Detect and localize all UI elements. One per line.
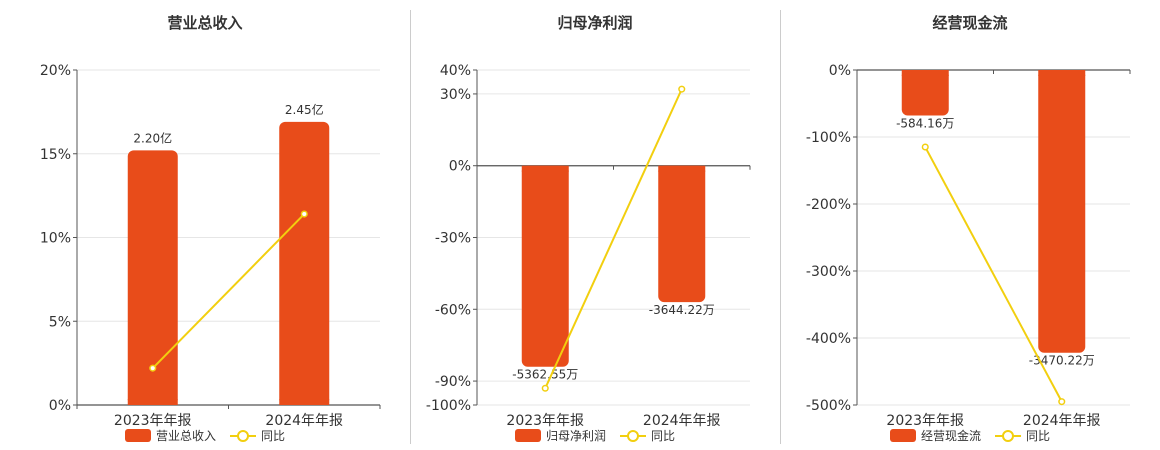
chart-svg: 0% -100% -200% -300% -400% -500% 2023年年报 2024年年…	[806, 63, 1131, 429]
bar-base	[279, 399, 330, 405]
panel-divider	[410, 10, 411, 444]
y-tick-label: -100%	[426, 398, 471, 414]
y-tick-label: 0%	[49, 398, 71, 414]
chart-legend: 归母净利润 同比	[410, 427, 780, 444]
y-tick-label: -30%	[435, 231, 471, 247]
yoy-line	[544, 88, 683, 389]
y-tick-label: -400%	[806, 331, 851, 347]
legend-bar-swatch	[514, 429, 541, 442]
chart-panel-net-profit: 归母净利润 40% 30% 0% -30% -60% -90% -100% 2023年年报 20…	[410, 0, 780, 450]
yoy-point	[921, 143, 929, 151]
yoy-point	[541, 384, 549, 392]
y-tick-label: -100%	[806, 130, 851, 146]
bar	[127, 150, 178, 405]
x-tick-label: 2023年年报	[886, 413, 964, 429]
legend-line-label: 同比	[1026, 429, 1051, 443]
x-tick-label: 2023年年报	[506, 413, 584, 429]
chart-svg: 40% 30% 0% -30% -60% -90% -100% 2023年年报 2024年年报 -…	[426, 63, 751, 429]
y-tick-label: 5%	[49, 314, 71, 330]
x-tick-label: 2024年年报	[643, 413, 721, 429]
yoy-point	[300, 210, 308, 218]
yoy-point	[149, 364, 157, 372]
legend-line-swatch	[995, 429, 1021, 442]
chart-panel-revenue: 营业总收入 0% 5% 10% 15% 20% 2023年年报 2024年年报 2.20亿 2.…	[0, 0, 410, 450]
bar-base	[901, 70, 949, 76]
chart-legend: 经营现金流 同比	[780, 427, 1160, 444]
yoy-line	[924, 146, 1063, 403]
bar	[901, 70, 949, 116]
chart-panel-cash-flow: 经营现金流 0% -100% -200% -300% -400% -500% 2023年年报…	[780, 0, 1160, 450]
chart-legend: 营业总收入 同比	[0, 427, 410, 444]
chart-title: 经营现金流	[932, 14, 1008, 32]
yoy-point	[678, 85, 686, 93]
legend-bar-swatch	[889, 429, 916, 442]
bar-data-label: -3470.22万	[1029, 354, 1095, 368]
y-tick-label: 40%	[440, 63, 471, 79]
bar-base	[521, 165, 569, 172]
bar	[279, 121, 330, 406]
y-tick-label: 10%	[40, 231, 71, 247]
bar-data-label: -584.16万	[896, 117, 954, 131]
yoy-point	[1058, 398, 1066, 406]
legend-bar-label: 经营现金流	[920, 429, 981, 443]
bar-data-label: -3644.22万	[649, 303, 715, 317]
bar-data-label: 2.20亿	[133, 130, 172, 145]
y-tick-label: -90%	[435, 374, 471, 390]
chart-svg: 0% 5% 10% 15% 20% 2023年年报 2024年年报 2.20亿 2.45亿	[40, 63, 381, 429]
x-tick-label: 2023年年报	[114, 413, 192, 429]
bar	[521, 165, 569, 367]
legend-bar-label: 归母净利润	[545, 429, 606, 443]
bar-data-label: -5362.55万	[512, 368, 578, 382]
panel-divider	[780, 10, 781, 444]
bar-data-label: 2.45亿	[285, 102, 324, 117]
chart-title: 归母净利润	[557, 14, 633, 32]
bar-base	[1038, 70, 1086, 76]
y-tick-label: -200%	[806, 197, 851, 213]
chart-title: 营业总收入	[167, 14, 243, 32]
legend-line-label: 同比	[261, 429, 286, 443]
bar-base	[658, 165, 706, 172]
legend-bar-swatch	[124, 429, 151, 442]
x-tick-label: 2024年年报	[265, 413, 343, 429]
y-tick-label: -60%	[435, 302, 471, 318]
y-tick-label: 15%	[40, 147, 71, 163]
y-tick-label: -300%	[806, 264, 851, 280]
bar	[658, 165, 706, 303]
y-tick-label: -500%	[806, 398, 851, 414]
legend-bar-label: 营业总收入	[155, 429, 216, 443]
y-tick-label: 0%	[829, 63, 851, 79]
x-tick-label: 2024年年报	[1023, 413, 1101, 429]
bar	[1038, 70, 1086, 353]
yoy-line	[152, 213, 305, 369]
legend-line-label: 同比	[651, 429, 676, 443]
y-tick-label: 30%	[440, 87, 471, 103]
bar-base	[127, 399, 178, 405]
legend-line-swatch	[230, 429, 256, 442]
y-tick-label: 20%	[40, 63, 71, 79]
legend-line-swatch	[620, 429, 646, 442]
y-tick-label: 0%	[449, 159, 471, 175]
